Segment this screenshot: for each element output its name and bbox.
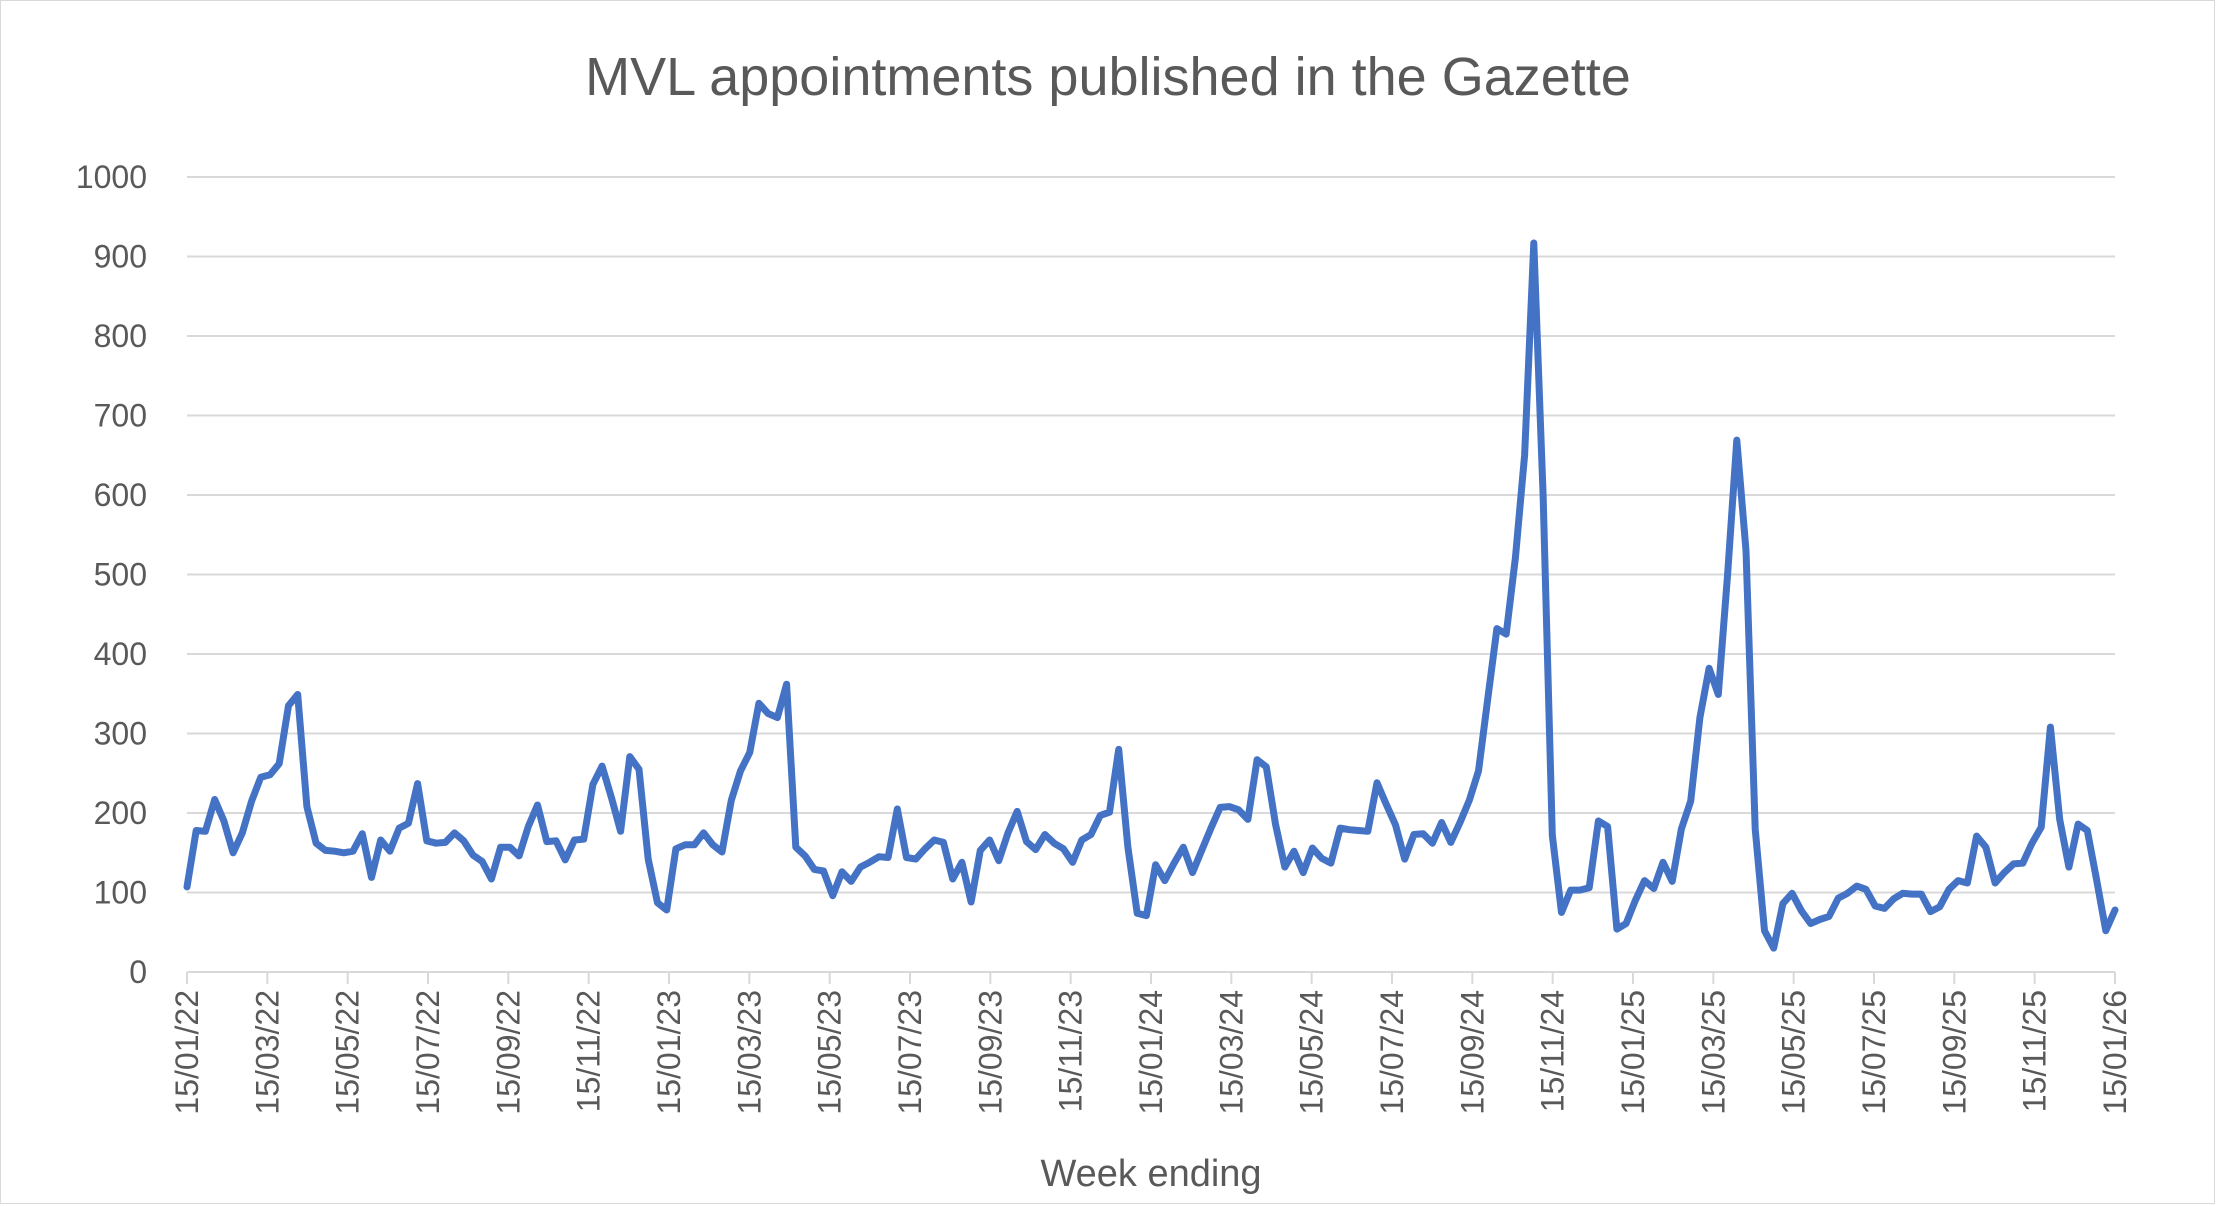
x-axis-title: Week ending: [1040, 1153, 1261, 1195]
x-tick-label: 15/09/24: [1454, 990, 1490, 1115]
y-tick-label: 400: [94, 636, 147, 672]
y-tick-label: 500: [94, 557, 147, 593]
x-tick-label: 15/01/23: [651, 990, 687, 1115]
x-tick-label: 15/01/25: [1615, 990, 1651, 1115]
x-tick-label: 15/09/25: [1936, 990, 1972, 1115]
y-tick-label: 1000: [76, 159, 147, 195]
x-tick-label: 15/09/22: [490, 990, 526, 1115]
x-tick-label: 15/07/22: [410, 990, 446, 1115]
x-tick-label: 15/07/24: [1374, 990, 1410, 1115]
y-tick-label: 600: [94, 477, 147, 513]
x-tick-label: 15/05/22: [330, 990, 366, 1115]
x-tick-label: 15/03/22: [249, 990, 285, 1115]
series-line: [183, 239, 2119, 952]
x-tick-label: 15/11/23: [1053, 990, 1089, 1112]
y-axis-tick-labels: 0 100 200 300 400 500 600 700 800 900 1000: [76, 159, 147, 990]
x-tick-label: 15/03/25: [1695, 990, 1731, 1115]
y-tick-label: 200: [94, 795, 147, 831]
x-tick-label: 15/05/24: [1294, 990, 1330, 1115]
x-tick-label: 15/09/23: [972, 990, 1008, 1115]
x-tick-label: 15/07/25: [1856, 990, 1892, 1115]
x-tick-label: 15/07/23: [892, 990, 928, 1115]
y-tick-label: 800: [94, 318, 147, 354]
x-tick-label: 15/11/24: [1535, 990, 1571, 1112]
x-tick-label: 15/05/25: [1776, 990, 1812, 1115]
y-tick-label: 100: [94, 875, 147, 911]
x-tick-label: 15/05/23: [812, 990, 848, 1115]
series-group: [183, 239, 2119, 952]
y-tick-label: 900: [94, 239, 147, 275]
chart-title: MVL appointments published in the Gazett…: [585, 47, 1631, 107]
x-tick-label: 15/01/26: [2097, 990, 2133, 1115]
x-tick-label: 15/11/22: [571, 990, 607, 1112]
gridlines: [187, 176, 2115, 894]
x-tick-label: 15/03/24: [1213, 990, 1249, 1115]
y-tick-label: 300: [94, 716, 147, 752]
x-tick-label: 15/03/23: [731, 990, 767, 1115]
x-tick-label: 15/01/24: [1133, 990, 1169, 1115]
y-tick-label: 700: [94, 398, 147, 434]
x-tick-label: 15/11/25: [2017, 990, 2053, 1112]
y-tick-label: 0: [129, 954, 147, 990]
x-tick-label: 15/01/22: [169, 990, 205, 1115]
x-axis: 15/01/22 15/03/22 15/05/22 15/07/22 15/09/22…: [169, 971, 2133, 1115]
